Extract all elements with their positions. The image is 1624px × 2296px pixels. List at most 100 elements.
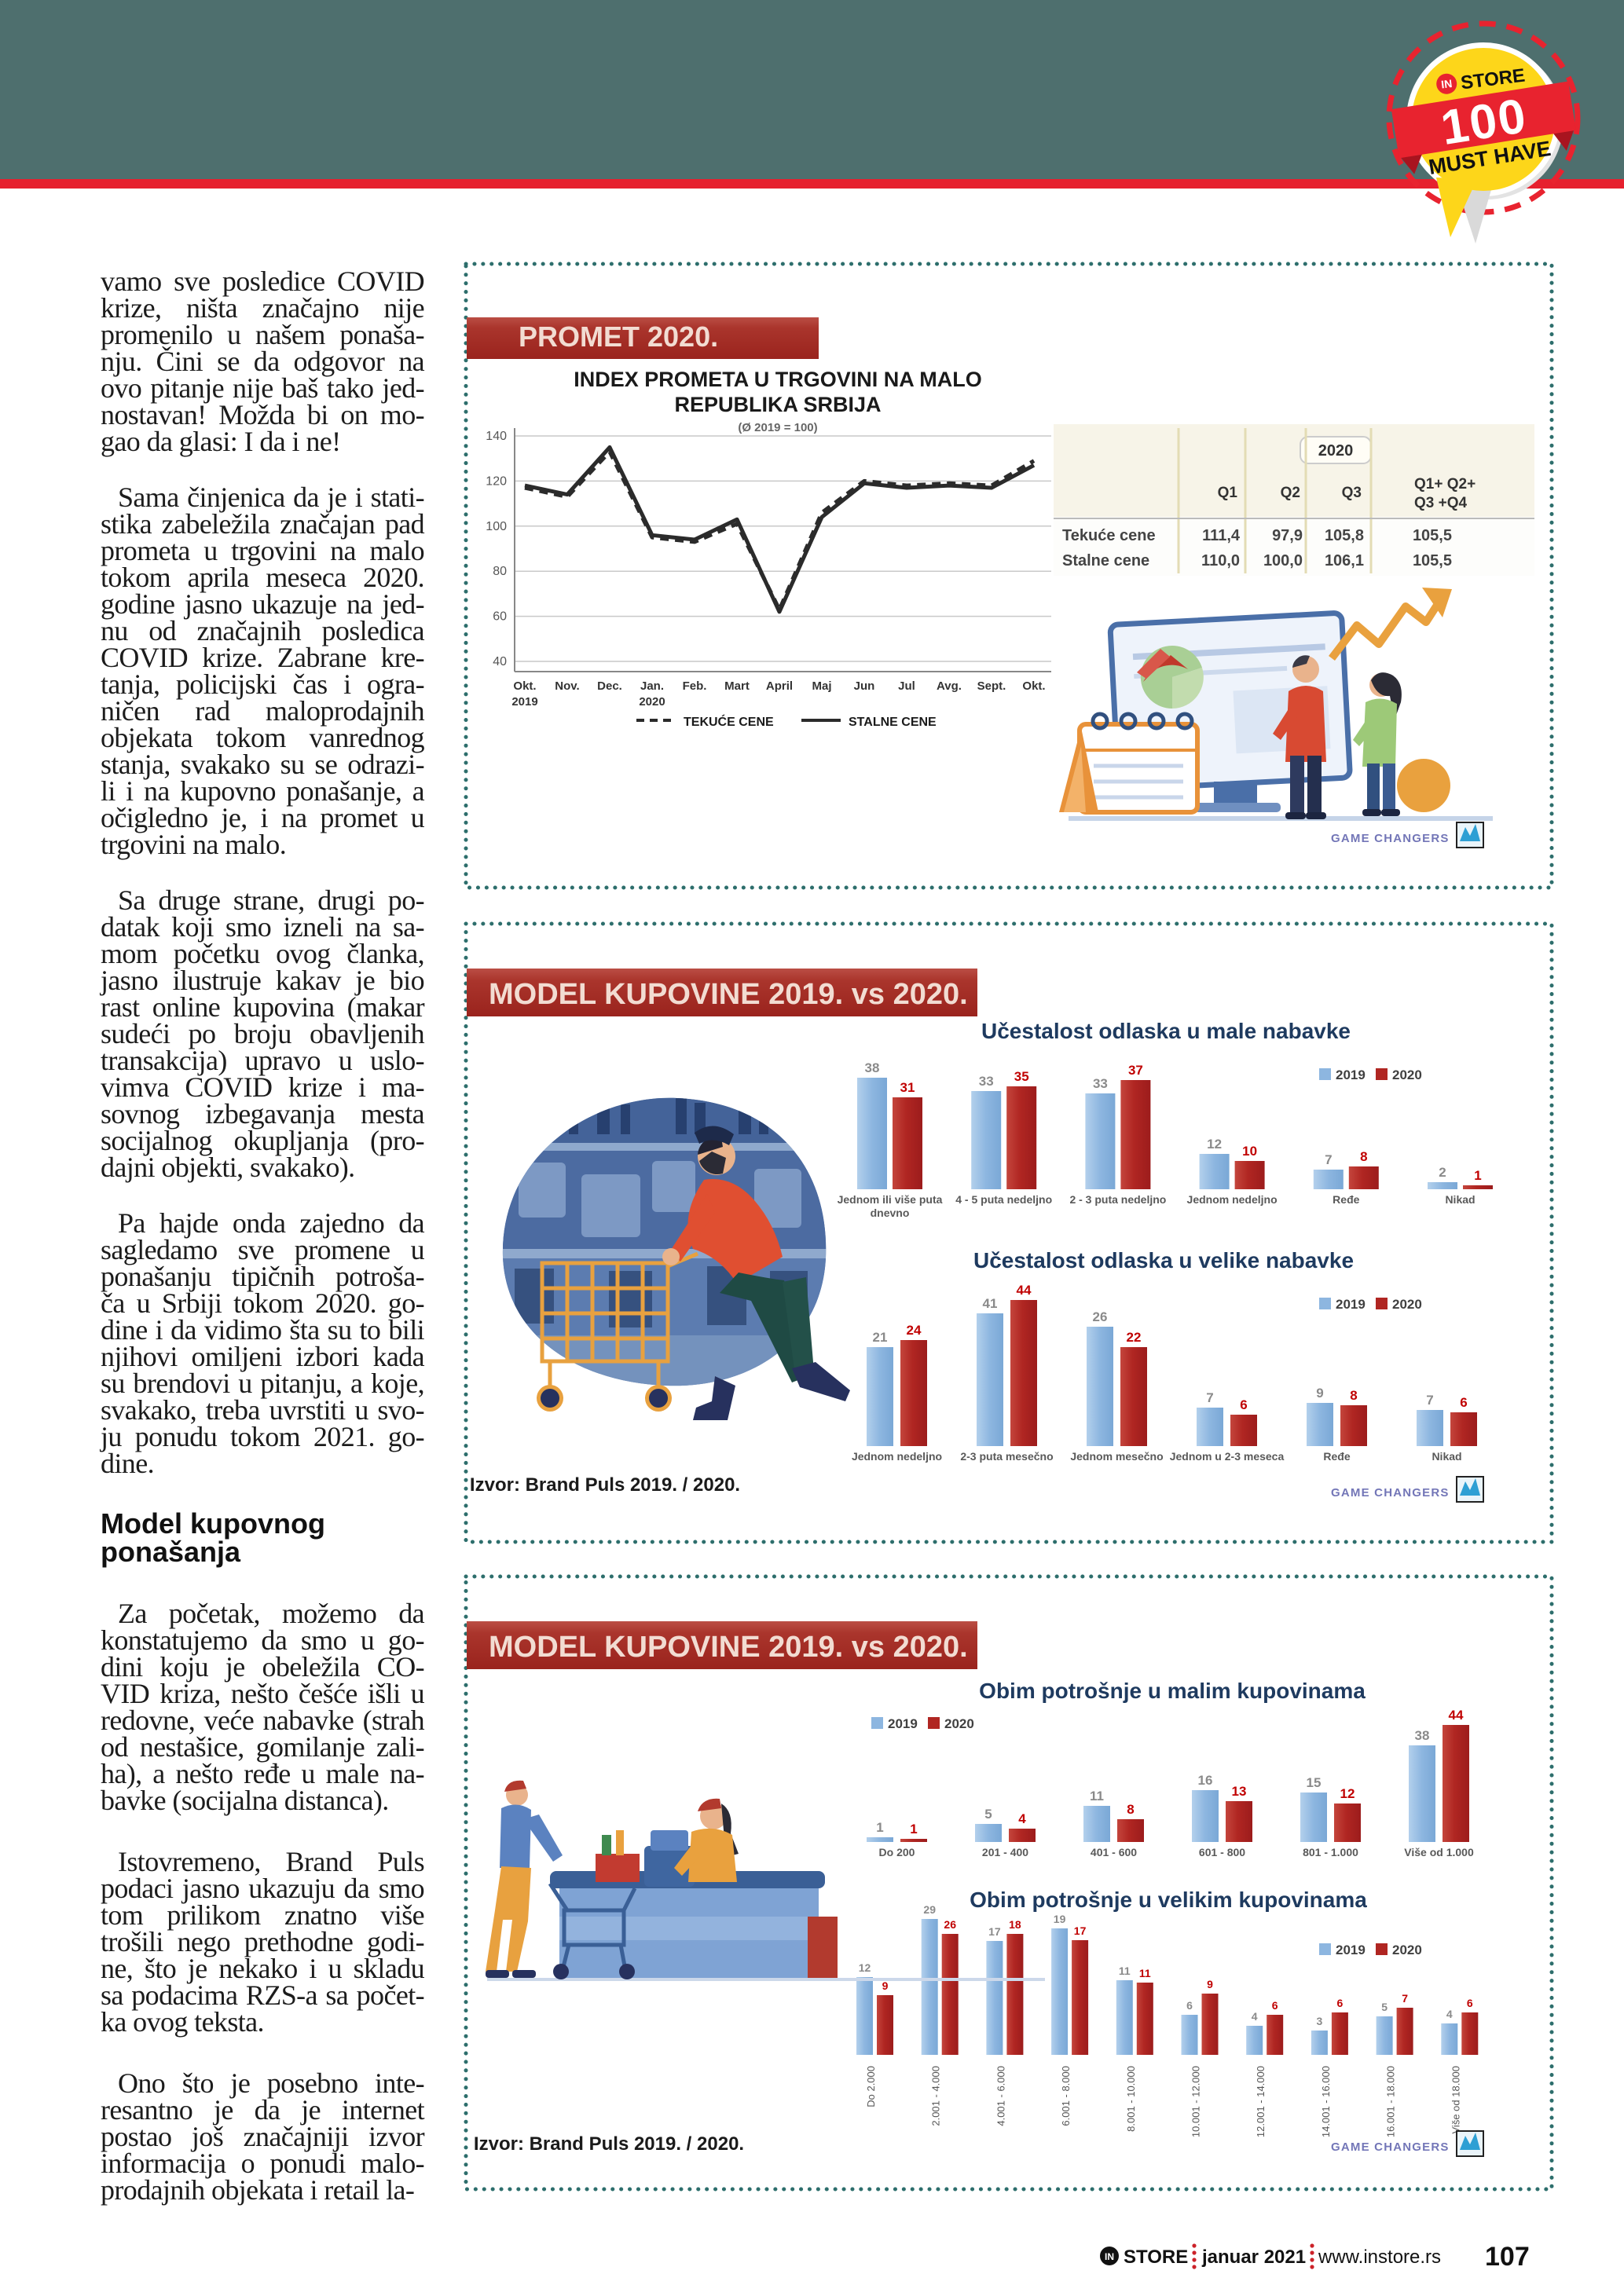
svg-text:GAME CHANGERS: GAME CHANGERS: [1331, 2140, 1450, 2154]
svg-text:Obim potrošnje u velikim kupov: Obim potrošnje u velikim kupovinama: [970, 1888, 1367, 1912]
svg-text:5: 5: [1381, 2001, 1388, 2013]
svg-text:Jan.: Jan.: [640, 679, 664, 693]
svg-text:8.001 - 10.000: 8.001 - 10.000: [1125, 2066, 1137, 2132]
svg-text:4: 4: [1018, 1811, 1026, 1826]
svg-text:(Ø 2019 = 100): (Ø 2019 = 100): [738, 421, 817, 434]
svg-text:38: 38: [865, 1060, 880, 1075]
svg-text:TEKUĆE CENE: TEKUĆE CENE: [684, 714, 774, 729]
svg-text:dnevno: dnevno: [871, 1207, 910, 1219]
svg-text:11: 11: [1090, 1789, 1104, 1803]
svg-text:Više od 18.000: Više od 18.000: [1450, 2066, 1461, 2134]
svg-text:21: 21: [873, 1330, 888, 1345]
svg-text:24: 24: [907, 1323, 922, 1338]
svg-text:MODEL KUPOVINE 2019. vs 2020.: MODEL KUPOVINE 2019. vs 2020.: [489, 978, 968, 1011]
svg-text:2-3 puta mesečno: 2-3 puta mesečno: [960, 1450, 1053, 1463]
svg-text:1: 1: [876, 1820, 883, 1835]
svg-text:15: 15: [1307, 1775, 1322, 1790]
svg-text:1: 1: [1474, 1168, 1481, 1183]
svg-text:9: 9: [1207, 1978, 1213, 1990]
svg-text:9: 9: [882, 1979, 889, 1992]
svg-text:2020: 2020: [1392, 1297, 1422, 1312]
svg-text:10.001 - 12.000: 10.001 - 12.000: [1190, 2066, 1202, 2137]
svg-text:Obim potrošnje u malim kupovin: Obim potrošnje u malim kupovinama: [979, 1679, 1366, 1703]
svg-text:Izvor: Brand Puls 2019. / 2020: Izvor: Brand Puls 2019. / 2020.: [474, 2133, 744, 2155]
svg-text:7: 7: [1426, 1393, 1433, 1408]
svg-text:10: 10: [1242, 1144, 1257, 1159]
svg-text:110,0: 110,0: [1201, 552, 1240, 569]
svg-text:38: 38: [1415, 1728, 1430, 1743]
svg-text:Mart: Mart: [724, 679, 750, 693]
svg-text:97,9: 97,9: [1272, 527, 1303, 544]
svg-text:80: 80: [493, 565, 507, 578]
svg-text:12: 12: [1207, 1137, 1222, 1152]
svg-text:Jednom u 2-3 meseca: Jednom u 2-3 meseca: [1170, 1450, 1285, 1463]
svg-text:Dec.: Dec.: [597, 679, 622, 693]
svg-text:PROMET 2020.: PROMET 2020.: [519, 320, 718, 353]
svg-text:801 - 1.000: 801 - 1.000: [1303, 1846, 1358, 1858]
svg-text:4.001 - 6.000: 4.001 - 6.000: [995, 2066, 1006, 2126]
svg-text:Q2: Q2: [1281, 485, 1300, 501]
svg-text:Stalne cene: Stalne cene: [1062, 552, 1149, 569]
svg-text:Do 200: Do 200: [879, 1846, 915, 1858]
svg-text:2020: 2020: [1392, 1067, 1422, 1082]
svg-text:2019: 2019: [1336, 1067, 1366, 1082]
svg-text:Sept.: Sept.: [977, 679, 1006, 693]
svg-text:17: 17: [1074, 1924, 1087, 1937]
svg-text:Ređe: Ređe: [1333, 1193, 1359, 1206]
svg-text:41: 41: [983, 1296, 998, 1311]
svg-text:37: 37: [1128, 1063, 1143, 1078]
svg-text:60: 60: [493, 610, 507, 624]
svg-text:7: 7: [1402, 1992, 1408, 2005]
svg-text:2: 2: [1439, 1165, 1446, 1180]
svg-text:januar 2021: januar 2021: [1201, 2247, 1306, 2268]
svg-text:IN: IN: [1440, 77, 1453, 91]
svg-text:2020: 2020: [1318, 442, 1354, 460]
svg-text:Avg.: Avg.: [937, 679, 962, 693]
svg-text:Jednom nedeljno: Jednom nedeljno: [852, 1450, 942, 1463]
svg-text:2019: 2019: [511, 695, 537, 709]
svg-text:INDEX PROMETA U TRGOVINI NA MA: INDEX PROMETA U TRGOVINI NA MALO: [574, 368, 982, 391]
svg-text:www.instore.rs: www.instore.rs: [1318, 2247, 1441, 2268]
svg-text:40: 40: [493, 655, 507, 668]
svg-text:Izvor: Brand Puls 2019. / 2020: Izvor: Brand Puls 2019. / 2020.: [470, 1474, 740, 1496]
svg-text:201 - 400: 201 - 400: [982, 1846, 1028, 1858]
svg-text:Nov.: Nov.: [555, 679, 579, 693]
svg-text:April: April: [766, 679, 793, 693]
svg-text:11: 11: [1119, 1965, 1131, 1977]
svg-text:Učestalost odlaska u velike na: Učestalost odlaska u velike nabavke: [973, 1248, 1354, 1273]
svg-text:2020: 2020: [639, 695, 665, 709]
svg-text:7: 7: [1325, 1152, 1332, 1167]
svg-text:Jednom ili više puta: Jednom ili više puta: [838, 1193, 943, 1206]
svg-text:GAME CHANGERS: GAME CHANGERS: [1331, 1486, 1450, 1500]
svg-text:12: 12: [1340, 1786, 1355, 1801]
svg-text:Jun: Jun: [854, 679, 875, 693]
svg-text:601 - 800: 601 - 800: [1199, 1846, 1245, 1858]
svg-text:Ređe: Ređe: [1323, 1450, 1350, 1463]
svg-text:100: 100: [486, 520, 507, 533]
svg-text:Okt.: Okt.: [513, 679, 536, 693]
svg-text:7: 7: [1206, 1390, 1213, 1405]
svg-text:6: 6: [1460, 1395, 1467, 1410]
svg-text:Učestalost odlaska u male naba: Učestalost odlaska u male nabavke: [981, 1019, 1351, 1043]
svg-text:33: 33: [979, 1074, 994, 1089]
svg-text:2019: 2019: [1336, 1297, 1366, 1312]
svg-text:Feb.: Feb.: [683, 679, 707, 693]
svg-text:1: 1: [910, 1822, 917, 1836]
svg-text:44: 44: [1449, 1708, 1464, 1723]
svg-text:2019: 2019: [1336, 1943, 1366, 1957]
svg-text:16.001 - 18.000: 16.001 - 18.000: [1385, 2066, 1397, 2137]
svg-text:5: 5: [984, 1807, 992, 1822]
svg-text:8: 8: [1350, 1388, 1357, 1403]
svg-text:3: 3: [1317, 2015, 1323, 2027]
svg-text:2.001 - 4.000: 2.001 - 4.000: [930, 2066, 942, 2126]
svg-text:IN: IN: [1105, 2251, 1114, 2262]
svg-text:Tekuće cene: Tekuće cene: [1062, 527, 1156, 544]
svg-text:Jednom nedeljno: Jednom nedeljno: [1187, 1193, 1278, 1206]
svg-text:9: 9: [1316, 1386, 1323, 1401]
svg-text:44: 44: [1017, 1283, 1032, 1298]
svg-text:35: 35: [1014, 1069, 1029, 1084]
svg-text:105,8: 105,8: [1325, 527, 1364, 544]
svg-text:6: 6: [1186, 1999, 1193, 2012]
svg-text:2020: 2020: [944, 1716, 974, 1731]
svg-text:8: 8: [1127, 1802, 1134, 1817]
